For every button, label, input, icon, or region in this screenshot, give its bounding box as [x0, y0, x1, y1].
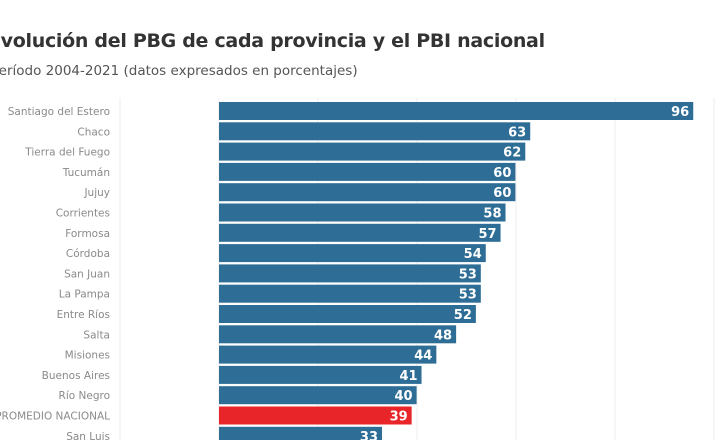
category-label: San Juan — [64, 268, 110, 280]
category-label: Tierra del Fuego — [24, 147, 110, 159]
data-label: 53 — [459, 288, 477, 303]
category-label: Tucumán — [62, 167, 110, 179]
bar — [219, 122, 531, 141]
category-label: Formosa — [65, 228, 110, 240]
category-label: Río Negro — [59, 390, 110, 402]
bar — [219, 162, 516, 181]
category-label: Corrientes — [56, 208, 110, 220]
data-label: 58 — [483, 207, 501, 222]
data-label: 53 — [459, 267, 477, 282]
data-label: 62 — [503, 146, 521, 161]
bar — [219, 284, 481, 303]
bar — [219, 244, 486, 263]
bar — [219, 345, 437, 364]
category-label: Buenos Aires — [42, 370, 110, 382]
data-label: 52 — [454, 308, 472, 323]
data-label: 57 — [478, 227, 496, 242]
category-label: Entre Ríos — [57, 309, 110, 321]
chart-title: Evolución del PBG de cada provincia y el… — [0, 30, 545, 52]
category-label: Córdoba — [66, 248, 110, 260]
bar — [219, 264, 481, 283]
category-label: Misiones — [65, 350, 110, 362]
chart-subtitle: Período 2004-2021 (datos expresados en p… — [0, 63, 358, 79]
data-label: 54 — [464, 247, 482, 262]
bar — [219, 305, 476, 323]
bar — [219, 203, 506, 222]
data-label: 39 — [390, 410, 408, 425]
data-label: 96 — [671, 105, 689, 120]
category-label: Salta — [83, 329, 110, 341]
data-label: 60 — [493, 186, 511, 201]
category-label: Chaco — [77, 126, 110, 138]
data-label: 44 — [414, 349, 432, 364]
bar — [219, 325, 457, 344]
category-label: Jujuy — [83, 187, 110, 199]
bar — [219, 426, 383, 440]
data-label: 40 — [395, 389, 413, 404]
bar — [219, 102, 694, 120]
data-label: 60 — [493, 166, 511, 181]
bar — [219, 183, 516, 202]
bar — [219, 223, 501, 242]
data-label: 41 — [399, 369, 417, 384]
data-label: 33 — [360, 430, 378, 440]
category-label: Santiago del Estero — [8, 106, 110, 118]
category-label: PROMEDIO NACIONAL — [0, 411, 110, 423]
data-label: 48 — [434, 328, 452, 343]
bar-highlight — [219, 406, 412, 425]
bar — [219, 142, 526, 161]
data-label: 63 — [508, 125, 526, 140]
category-label: La Pampa — [59, 289, 110, 301]
bar — [219, 386, 417, 405]
bar — [219, 365, 422, 384]
category-label: San Luis — [66, 431, 110, 440]
